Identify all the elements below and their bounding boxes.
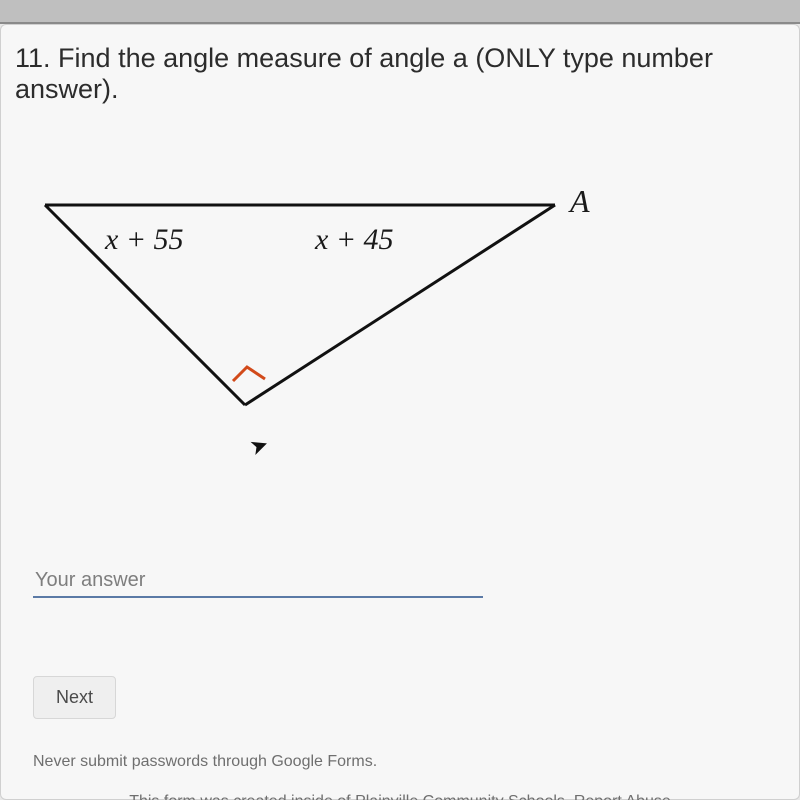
created-inside-text: This form was created inside of Plainvil… bbox=[15, 793, 785, 800]
triangle-figure: x + 55 x + 45 A ➤ bbox=[15, 185, 785, 505]
question-body: Find the angle measure of angle a (ONLY … bbox=[15, 43, 713, 104]
question-number: 11. bbox=[15, 43, 51, 73]
angle-label-right: x + 45 bbox=[315, 223, 394, 257]
window-top-bar bbox=[0, 0, 800, 24]
next-button[interactable]: Next bbox=[33, 676, 116, 719]
triangle-right-side bbox=[245, 205, 555, 405]
vertex-label-a: A bbox=[570, 183, 590, 220]
right-angle-marker bbox=[233, 367, 265, 381]
answer-input[interactable] bbox=[33, 565, 483, 598]
report-abuse-link[interactable]: Report Abuse bbox=[574, 793, 671, 800]
created-prefix: This form was created inside of Plainvil… bbox=[129, 793, 574, 800]
angle-label-left: x + 55 bbox=[105, 223, 184, 257]
answer-row bbox=[15, 565, 785, 598]
password-warning: Never submit passwords through Google Fo… bbox=[15, 753, 785, 771]
next-row: Next bbox=[15, 676, 785, 719]
question-text: 11. Find the angle measure of angle a (O… bbox=[15, 43, 785, 105]
form-card: 11. Find the angle measure of angle a (O… bbox=[0, 24, 800, 800]
